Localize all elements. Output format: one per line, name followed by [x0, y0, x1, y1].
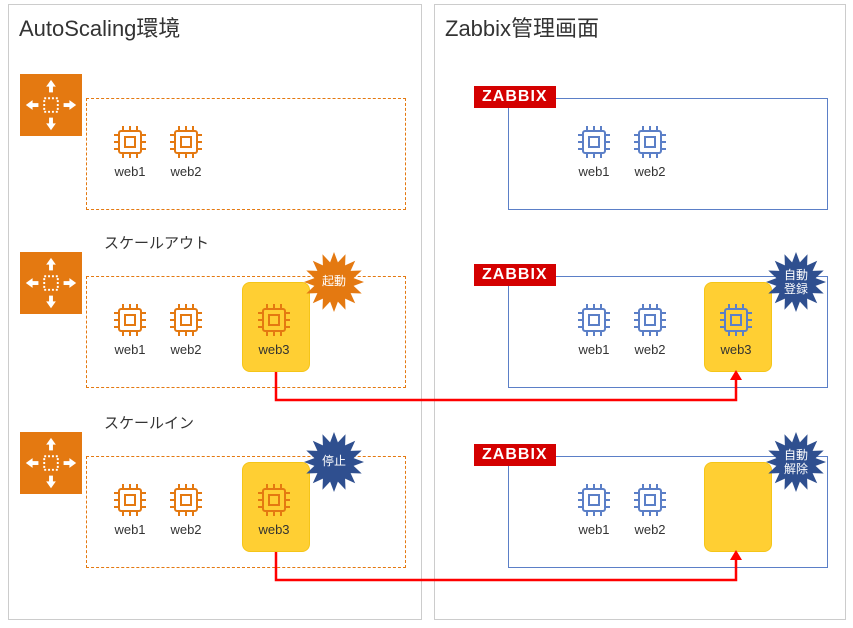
autoscaling-icon: [20, 74, 82, 136]
zabbix-title: Zabbix管理画面: [445, 11, 599, 43]
cpu-icon: [254, 300, 294, 345]
autoscaling-title: AutoScaling環境: [19, 11, 180, 43]
cpu-icon: [630, 122, 670, 167]
cpu-icon: [574, 300, 614, 345]
cpu-label: web2: [628, 164, 672, 179]
highlight-box: [704, 462, 772, 552]
cpu-icon: [110, 300, 150, 345]
row-subtitle: スケールイン: [104, 412, 194, 433]
row-subtitle: スケールアウト: [104, 232, 209, 253]
burst-text: 停止: [314, 454, 354, 468]
cpu-label: web1: [108, 164, 152, 179]
burst-text: 自動解除: [776, 448, 816, 477]
cpu-label: web2: [164, 164, 208, 179]
autoscaling-icon: [20, 252, 82, 314]
cpu-icon: [166, 480, 206, 525]
burst-text: 起動: [314, 274, 354, 288]
cpu-label: web1: [572, 522, 616, 537]
cpu-label: web2: [164, 522, 208, 537]
cpu-icon: [254, 480, 294, 525]
cpu-icon: [110, 480, 150, 525]
cpu-label: web3: [714, 342, 758, 357]
cpu-label: web2: [164, 342, 208, 357]
cpu-icon: [630, 300, 670, 345]
cpu-label: web3: [252, 522, 296, 537]
cpu-label: web1: [572, 342, 616, 357]
cpu-icon: [716, 300, 756, 345]
zabbix-logo-badge: ZABBIX: [474, 264, 556, 286]
burst-text: 自動登録: [776, 268, 816, 297]
cpu-label: web2: [628, 522, 672, 537]
cpu-icon: [574, 122, 614, 167]
cpu-icon: [574, 480, 614, 525]
cpu-label: web1: [108, 342, 152, 357]
cpu-label: web2: [628, 342, 672, 357]
zabbix-logo-badge: ZABBIX: [474, 444, 556, 466]
cpu-icon: [166, 300, 206, 345]
cpu-label: web1: [108, 522, 152, 537]
cpu-label: web1: [572, 164, 616, 179]
cpu-label: web3: [252, 342, 296, 357]
autoscaling-icon: [20, 432, 82, 494]
zabbix-logo-badge: ZABBIX: [474, 86, 556, 108]
cpu-icon: [110, 122, 150, 167]
cpu-icon: [630, 480, 670, 525]
cpu-icon: [166, 122, 206, 167]
